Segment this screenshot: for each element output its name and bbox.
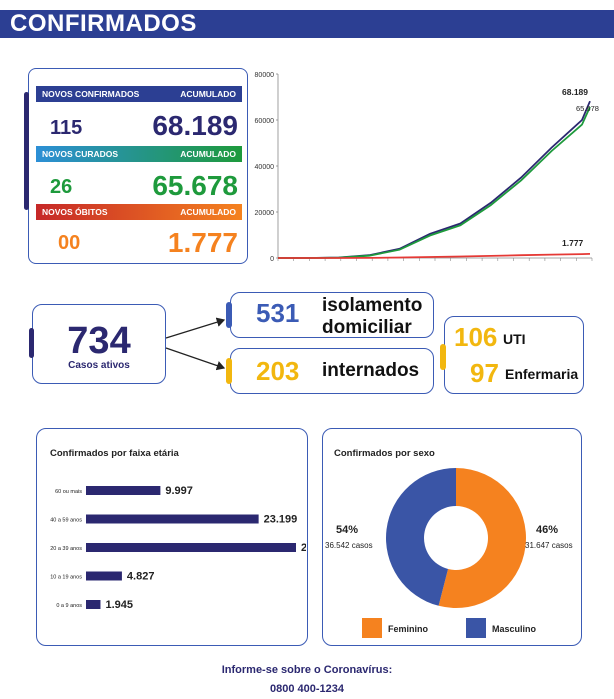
end-label: 1.777 <box>562 238 584 248</box>
footer-phone[interactable]: 0800 400-1234 <box>269 683 344 695</box>
donut-slice-feminino <box>438 468 526 608</box>
y-tick-label: 20000 <box>255 210 275 217</box>
female-legend-label: Feminino <box>388 624 428 634</box>
y-tick-label: 60000 <box>255 118 275 125</box>
age-bar <box>86 543 296 552</box>
age-bar-value: 23.199 <box>264 514 298 526</box>
isolation-label-line1: isolamento <box>322 295 423 316</box>
active-cases-value: 734 <box>67 320 131 362</box>
accent-bar <box>24 92 29 210</box>
uti-value: 106 <box>454 322 498 352</box>
accent-bar <box>226 358 232 384</box>
accent-bar <box>440 344 446 370</box>
age-category-label: 40 a 59 anos <box>50 518 82 524</box>
age-category-label: 0 a 9 anos <box>56 603 82 609</box>
age-bar <box>86 514 259 524</box>
series-line-óbitos <box>278 253 591 259</box>
age-category-label: 20 a 39 anos <box>50 546 82 552</box>
isolation-label: isolamento domiciliar <box>322 295 422 339</box>
hospitalized-value: 203 <box>256 356 300 386</box>
sex-chart-card <box>322 428 582 646</box>
age-bar <box>86 486 161 495</box>
confirmed-new-label: NOVOS CONFIRMADOS <box>42 89 140 99</box>
age-bar-value: 4.827 <box>127 571 155 583</box>
confirmed-total-value: 68.189 <box>152 110 238 141</box>
female-cases: 36.542 casos <box>325 541 373 550</box>
age-chart-card <box>36 428 308 646</box>
recovered-new-label: NOVOS CURADOS <box>42 149 119 159</box>
female-legend-swatch <box>362 618 382 638</box>
age-bar-value: 28.221 <box>301 542 306 554</box>
male-legend-swatch <box>466 618 486 638</box>
footer-info: Informe-se sobre o Coronavírus: <box>221 664 393 676</box>
ward-label: Enfermaria <box>505 366 579 382</box>
confirmed-bar: NOVOS CONFIRMADOS ACUMULADO <box>36 86 242 102</box>
accent-bar <box>29 328 34 358</box>
age-bar-value: 9.997 <box>165 485 193 497</box>
end-label: 65.678 <box>576 104 599 113</box>
arrows <box>165 317 226 371</box>
recovered-total-value: 65.678 <box>152 170 238 201</box>
age-chart-title: Confirmados por faixa etária <box>50 448 179 459</box>
y-tick-label: 0 <box>270 256 274 263</box>
y-tick-label: 80000 <box>255 72 275 79</box>
hospitalized-label: internados <box>322 360 420 381</box>
cumulative-line-chart: 80000 60000 40000 20000 0 68.189 65.678 1.777 <box>255 72 599 263</box>
female-percent: 54% <box>336 524 359 536</box>
ward-value: 97 <box>470 358 499 388</box>
accent-bar <box>226 302 232 328</box>
recovered-bar: NOVOS CURADOS ACUMULADO <box>36 146 242 162</box>
uti-card <box>444 316 584 394</box>
isolation-card <box>230 292 434 338</box>
end-label: 68.189 <box>562 87 588 97</box>
donut-slice-masculino <box>385 468 456 606</box>
deaths-new-label: NOVOS ÓBITOS <box>42 207 108 217</box>
active-cases-label: Casos ativos <box>68 360 130 371</box>
age-bar-value: 1.945 <box>105 599 133 611</box>
deaths-acc-label: ACUMULADO <box>180 207 236 217</box>
sex-chart-title: Confirmados por sexo <box>334 448 435 459</box>
isolation-label-line2: domiciliar <box>322 317 412 338</box>
sex-donut-chart <box>385 468 526 608</box>
confirmed-acc-label: ACUMULADO <box>180 89 236 99</box>
age-bar <box>86 571 122 581</box>
male-legend-label: Masculino <box>492 624 537 634</box>
male-cases: 31.647 casos <box>525 541 573 550</box>
y-tick-label: 40000 <box>255 164 275 171</box>
deaths-new-value: 00 <box>58 232 81 254</box>
male-percent: 46% <box>536 524 559 536</box>
age-bar <box>86 600 101 609</box>
confirmed-new-value: 115 <box>50 117 83 139</box>
recovered-acc-label: ACUMULADO <box>180 149 236 159</box>
recovered-new-value: 26 <box>50 176 73 198</box>
active-cases-card <box>32 304 166 384</box>
age-bar-chart: 60 ou mais 9.997 40 a 59 anos 23.199 20 a 39… <box>50 485 306 611</box>
deaths-total-value: 1.777 <box>167 227 238 258</box>
arrow-up <box>165 317 226 339</box>
isolation-value: 531 <box>256 298 300 328</box>
series-line-curados <box>278 106 591 259</box>
uti-label: UTI <box>503 331 526 347</box>
deaths-bar: NOVOS ÓBITOS ACUMULADO <box>36 204 242 220</box>
arrow-down <box>165 347 226 371</box>
hospitalized-card <box>230 348 434 394</box>
page-title: CONFIRMADOS <box>0 10 614 38</box>
age-category-label: 60 ou mais <box>55 489 82 495</box>
age-category-label: 10 a 19 anos <box>50 575 82 581</box>
